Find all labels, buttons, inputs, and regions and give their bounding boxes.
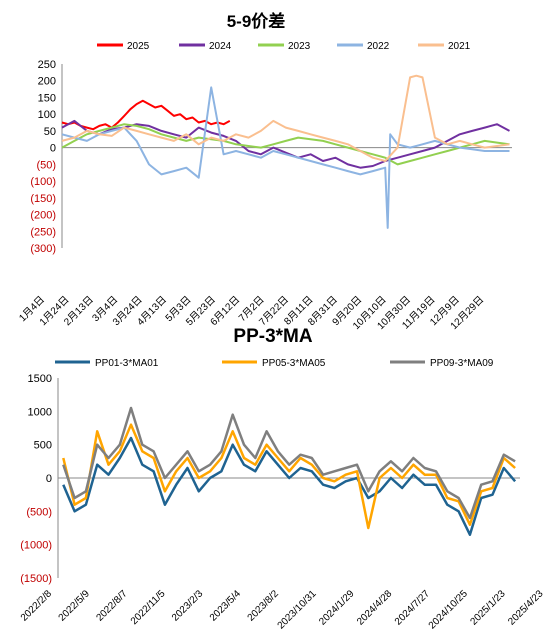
series-line: [62, 406, 516, 520]
x-tick-label: 2024/1/29: [317, 588, 357, 628]
x-tick-label: 2023/5/4: [208, 588, 244, 624]
chart-title: 5-9价差: [227, 11, 286, 31]
y-tick-label: (1500): [20, 573, 52, 585]
y-tick-label: 500: [34, 440, 52, 452]
legend-entry: 2025: [127, 41, 150, 52]
legend-entry: PP01-3*MA01: [95, 358, 159, 369]
y-tick-label: (250): [30, 226, 56, 238]
y-tick-label: (1000): [20, 540, 52, 552]
series-group: [62, 406, 517, 536]
series-line: [61, 123, 510, 166]
x-tick-label: 2023/10/31: [276, 588, 319, 631]
y-tick-label: 100: [38, 109, 56, 121]
x-tick-label: 2022/2/8: [19, 588, 55, 624]
y-tick-label: 200: [38, 76, 56, 88]
series-group: [61, 74, 510, 229]
x-tick-label: 2022/11/5: [129, 588, 168, 627]
y-tick-label: 150: [38, 92, 56, 104]
y-tick-label: 0: [46, 473, 52, 485]
y-tick-label: (200): [30, 210, 56, 222]
series-line: [62, 423, 516, 530]
y-tick-label: (300): [30, 243, 56, 255]
series-line: [61, 99, 231, 131]
x-axis: 2022/2/8 2022/5/9 2022/8/7 2022/11/5 2023/2/…: [19, 477, 546, 632]
y-tick-label: (100): [30, 176, 56, 188]
legend-entry: PP09-3*MA09: [430, 358, 494, 369]
y-tick-label: 0: [50, 143, 56, 155]
y-tick-label: (150): [30, 193, 56, 205]
x-tick-label: 2022/8/7: [94, 588, 130, 624]
x-tick-label: 2024/7/27: [393, 588, 433, 628]
x-tick-label: 2022/5/9: [57, 588, 93, 624]
y-tick-label: (500): [26, 506, 52, 518]
chart-pp-3ma: PP-3*MA PP01-3*MA01 PP05-3*MA05 PP09-3*MA0…: [19, 326, 546, 632]
series-line: [61, 119, 510, 169]
legend-entry: 2022: [367, 41, 390, 52]
x-tick-label: 2024/4/28: [355, 588, 395, 628]
x-tick-label: 2025/4/23: [506, 588, 546, 628]
y-tick-label: 50: [44, 126, 56, 138]
x-tick-label: 2023/8/2: [246, 588, 282, 624]
y-tick-label: (50): [36, 159, 56, 171]
y-tick-label: 1000: [28, 406, 52, 418]
legend-entry: PP05-3*MA05: [262, 358, 326, 369]
y-axis: 250 200 150 100 50 0 (50) (100) (150) (200) (250) (…: [30, 59, 63, 255]
legend-entry: 2021: [448, 41, 471, 52]
x-axis: 1月4日1月24日2月13日3月4日3月24日4月13日5月3日5月23日6月1…: [17, 147, 512, 332]
y-tick-label: 1500: [28, 373, 52, 385]
chart-5-9-spread: 5-9价差 2025 2024 2023 2022 2021 250 200 150 100 5…: [17, 11, 512, 332]
series-line: [61, 74, 510, 162]
series-line: [62, 436, 517, 536]
x-tick-label: 2024/10/25: [427, 588, 470, 631]
legend: 2025 2024 2023 2022 2021: [97, 41, 471, 52]
legend-entry: 2024: [209, 41, 232, 52]
x-tick-label: 2025/1/23: [468, 588, 508, 628]
chart-title: PP-3*MA: [233, 326, 312, 347]
series-line: [61, 86, 510, 229]
y-axis: 1500 1000 500 0 (500) (1000) (1500): [20, 373, 59, 585]
legend: PP01-3*MA01 PP05-3*MA05 PP09-3*MA09: [55, 358, 494, 369]
legend-entry: 2023: [288, 41, 311, 52]
x-tick-label: 2023/2/3: [170, 588, 206, 624]
y-tick-label: 250: [38, 59, 56, 71]
